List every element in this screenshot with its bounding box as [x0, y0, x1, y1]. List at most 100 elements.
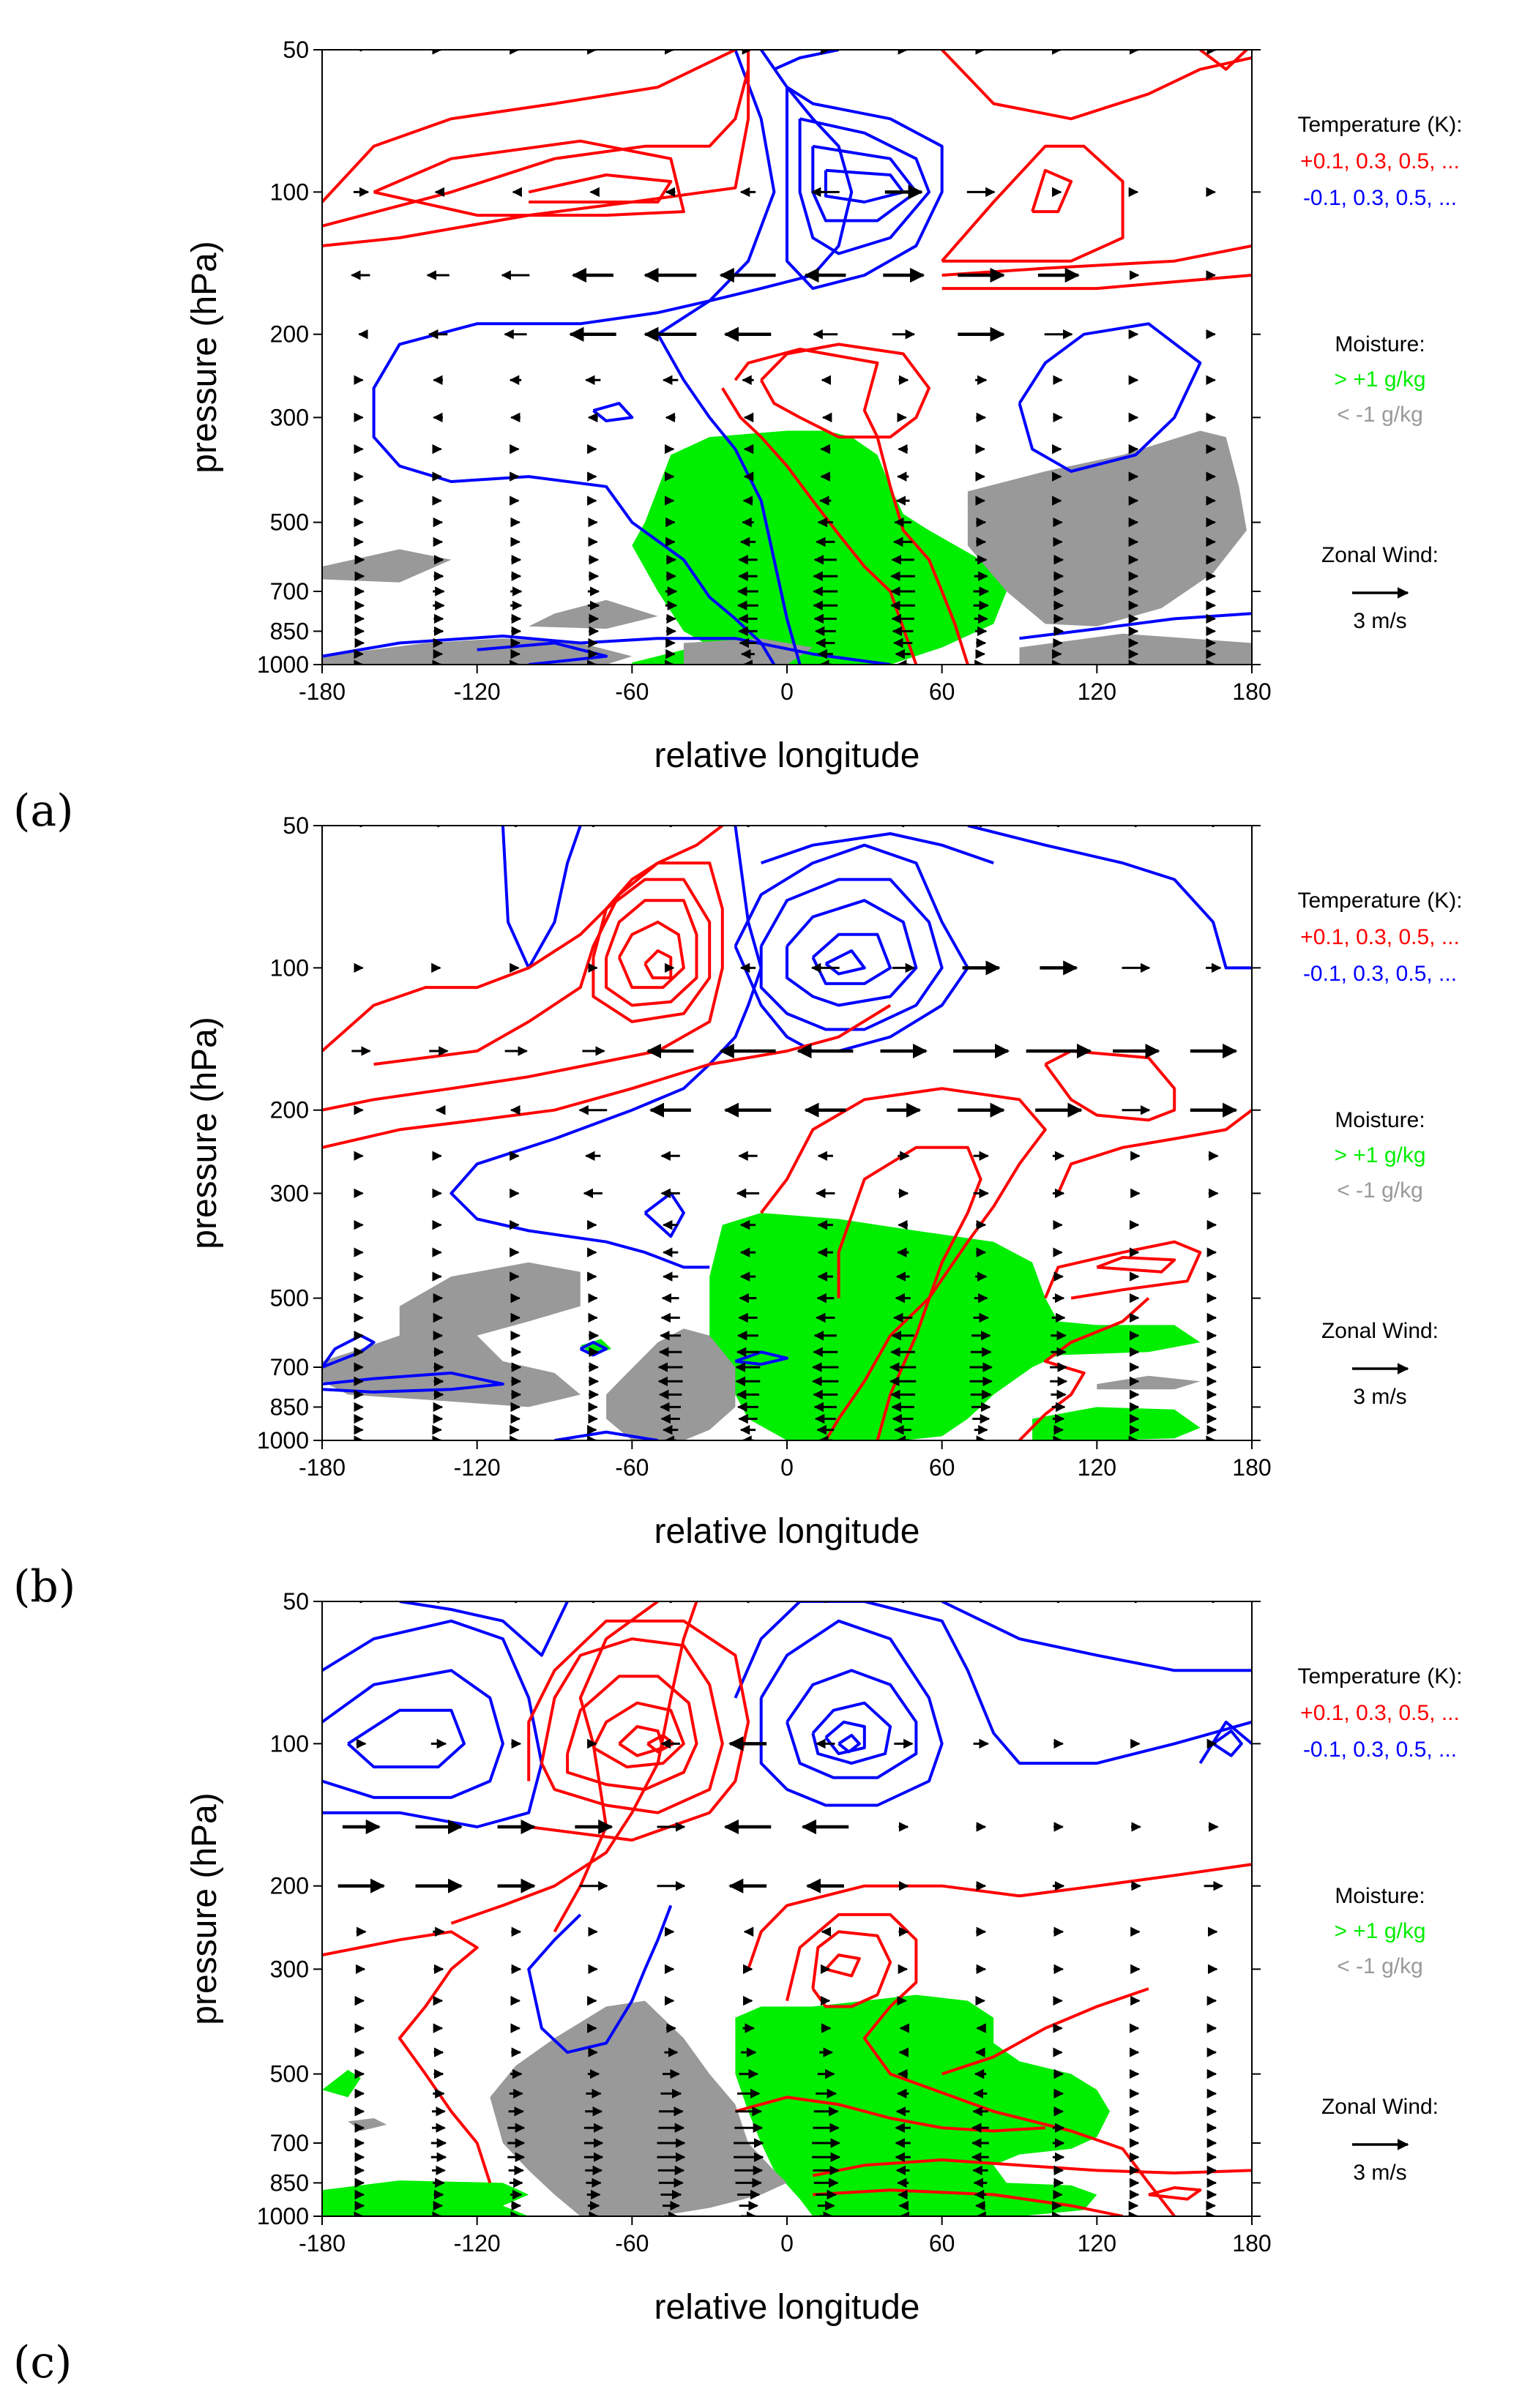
panel-label: (b) — [13, 1561, 75, 1612]
legend-moisture-title: Moisture: — [1335, 1108, 1425, 1132]
legend-wind-reference: 3 m/s — [1353, 1385, 1406, 1409]
legend-temp-negative: -0.1, 0.3, 0.5, ... — [1303, 186, 1457, 210]
warm-contour — [759, 343, 930, 439]
warm-contour — [527, 1619, 750, 1842]
legend-wind-reference: 3 m/s — [1353, 2161, 1406, 2185]
warm-contour — [617, 920, 685, 990]
warm-contour — [540, 1637, 724, 1814]
cold-contour — [824, 1720, 866, 1755]
y-tick-label: 300 — [270, 1180, 309, 1206]
cold-contour — [811, 144, 918, 223]
x-tick-label: -120 — [454, 678, 501, 705]
cold-contour — [759, 1619, 944, 1807]
x-tick-label: 180 — [1232, 678, 1271, 705]
y-tick-label: 500 — [270, 1285, 309, 1312]
moist-region — [322, 2070, 361, 2098]
warm-contour — [811, 1930, 892, 2008]
cold-contour — [811, 932, 892, 985]
x-tick-label: 60 — [929, 1454, 955, 1481]
x-axis-title: relative longitude — [654, 2288, 920, 2327]
warm-contour — [941, 144, 1124, 263]
y-tick-label: 100 — [270, 954, 309, 981]
warm-contour — [592, 1701, 685, 1769]
plot-area — [322, 50, 1252, 665]
y-axis-title: pressure (hPa) — [185, 241, 224, 473]
warm-contour — [322, 69, 750, 228]
x-axis-title: relative longitude — [654, 736, 920, 775]
warm-contour — [734, 2095, 1045, 2133]
cold-contour — [734, 1601, 1252, 1765]
legend-temp-positive: +0.1, 0.3, 0.5, ... — [1300, 1701, 1460, 1725]
cold-contour — [773, 50, 840, 71]
warm-contour — [1096, 1256, 1176, 1274]
x-tick-label: 180 — [1232, 1454, 1271, 1481]
warm-contour — [1056, 1109, 1252, 1194]
panel-b: 50 100 200 300 500 700 850 1000-180 -120 -60 0 60 12… — [13, 812, 1463, 1612]
dry-region — [967, 430, 1247, 627]
x-tick-label: -180 — [299, 1454, 346, 1481]
y-tick-label: 1000 — [257, 651, 309, 678]
cold-contour — [527, 1904, 673, 2054]
warm-contour — [322, 50, 736, 203]
legend-temp-negative: -0.1, 0.3, 0.5, ... — [1303, 1738, 1457, 1762]
warm-contour — [373, 139, 685, 217]
y-tick-label: 500 — [270, 2061, 309, 2087]
warm-contour — [812, 2158, 1252, 2177]
wind-vector — [1289, 1600, 1292, 1603]
cold-contour — [1212, 1730, 1243, 1757]
moist-region — [709, 1213, 1201, 1440]
cold-contour — [1198, 1720, 1252, 1765]
cold-contour — [322, 1371, 504, 1394]
y-axis-title: pressure (hPa) — [185, 1792, 224, 2024]
warm-contour — [528, 173, 673, 203]
warm-contour — [618, 1725, 665, 1757]
x-tick-label: -180 — [299, 2230, 346, 2256]
legend-temp-positive: +0.1, 0.3, 0.5, ... — [1300, 149, 1460, 173]
legend-moisture-negative: < -1 g/kg — [1337, 1954, 1423, 1978]
cold-contour — [346, 1708, 466, 1769]
warm-contour — [450, 1601, 698, 1925]
y-tick-label: 50 — [283, 812, 309, 839]
cold-contour — [786, 1669, 918, 1779]
y-tick-label: 300 — [270, 1956, 309, 1982]
y-tick-label: 500 — [270, 509, 309, 536]
cold-contour — [798, 117, 930, 255]
legend: Temperature (K): +0.1, 0.3, 0.5, ... -0.1,… — [1297, 889, 1462, 1409]
legend-moisture-negative: < -1 g/kg — [1337, 1178, 1423, 1203]
dry-region — [1019, 633, 1252, 665]
warm-contour — [322, 1003, 892, 1149]
y-tick-label: 850 — [270, 618, 309, 644]
warm-contour — [837, 1145, 982, 1440]
legend-wind-title: Zonal Wind: — [1321, 543, 1439, 567]
cold-contour — [322, 1619, 543, 1828]
cold-contour — [554, 1430, 658, 1440]
warm-contour — [1148, 2186, 1202, 2201]
legend-moisture-title: Moisture: — [1335, 1884, 1425, 1908]
wind-vector — [1289, 824, 1292, 827]
x-tick-label: 120 — [1078, 1454, 1116, 1481]
x-tick-label: 0 — [780, 678, 794, 705]
cold-contour — [449, 826, 763, 1269]
legend-temp-title: Temperature (K): — [1297, 889, 1462, 913]
legend-moisture-positive: > +1 g/kg — [1334, 1143, 1425, 1167]
panel-a: 50 100 200 300 500 700 850 1000-180 -120 -60 0 60 12… — [13, 37, 1463, 837]
y-tick-label: 200 — [270, 1097, 309, 1123]
legend-wind-title: Zonal Wind: — [1321, 2095, 1439, 2119]
cold-contour — [1018, 322, 1202, 473]
y-tick-label: 850 — [270, 2169, 309, 2196]
legend-moisture-positive: > +1 g/kg — [1334, 1919, 1425, 1943]
x-tick-label: -60 — [615, 2230, 649, 2256]
x-tick-label: 120 — [1078, 2230, 1116, 2256]
warm-contour — [824, 1953, 861, 1978]
warm-contour — [747, 1863, 1252, 1970]
y-tick-label: 1000 — [257, 1427, 309, 1454]
cold-contour — [824, 168, 905, 203]
cold-contour — [941, 1601, 1252, 1672]
legend-moisture-negative: < -1 g/kg — [1337, 403, 1423, 427]
dry-region — [529, 599, 658, 629]
warm-contour — [734, 348, 969, 665]
legend-temp-title: Temperature (K): — [1297, 1664, 1462, 1689]
warm-contour — [605, 899, 698, 1007]
cold-contour — [838, 1733, 861, 1754]
